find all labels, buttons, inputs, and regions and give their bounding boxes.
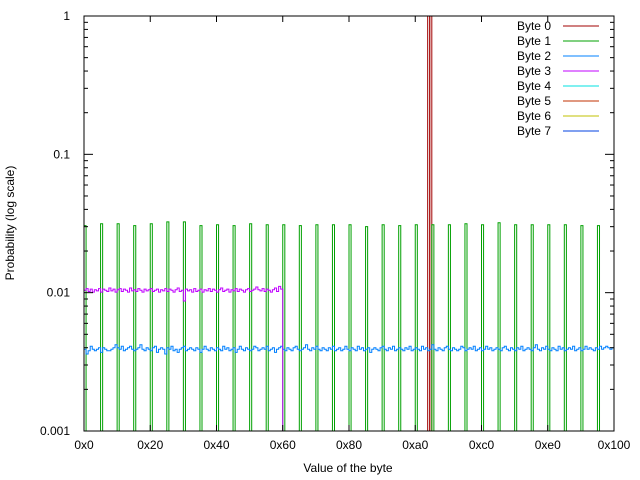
series-byte-1-spike	[100, 223, 104, 431]
x-tick-label: 0x100	[598, 438, 631, 452]
series-byte-1-spike	[265, 224, 269, 431]
series-byte-1-spike	[596, 225, 601, 431]
series-byte-1-spike	[315, 224, 319, 431]
legend-label: Byte 0	[517, 19, 551, 33]
y-tick-label: 0.1	[53, 147, 70, 161]
series-byte-2-line	[84, 344, 614, 355]
x-tick-label: 0x40	[203, 438, 229, 452]
series-byte-1-spike	[232, 225, 236, 431]
axis-ticks: 0x0 0x20 0x40 0x60 0x80 0xa0 0xc0 0xe0 0x100 0.00…	[40, 9, 631, 452]
y-tick-label: 0.01	[47, 286, 71, 300]
series-byte-1-spike	[182, 221, 186, 431]
legend-label: Byte 2	[517, 49, 551, 63]
series-byte-1-spike	[149, 223, 153, 431]
x-tick-label: 0x80	[336, 438, 362, 452]
series-byte-1-spike	[216, 224, 220, 431]
series-byte-1-spike	[133, 225, 137, 431]
x-axis-label: Value of the byte	[303, 461, 393, 475]
series-byte-1-spike	[431, 224, 435, 431]
x-tick-label: 0x20	[137, 438, 163, 452]
series-byte-1-spike	[249, 223, 253, 431]
series-byte-1-spike	[447, 224, 451, 431]
legend-label: Byte 4	[517, 79, 551, 93]
series-byte-1-spike	[547, 224, 551, 431]
legend-label: Byte 1	[517, 34, 551, 48]
series-byte-1-spike	[580, 225, 584, 431]
series-byte-1-spike	[464, 223, 468, 431]
series-byte-1-spike	[381, 224, 385, 431]
series-byte-1-spike	[298, 225, 302, 431]
y-axis-label: Probability (log scale)	[3, 166, 17, 281]
x-tick-label: 0x0	[74, 438, 94, 452]
y-tick-label: 1	[63, 9, 70, 23]
series-byte-1-spike	[530, 224, 534, 431]
series-byte-1-spike	[497, 222, 501, 431]
series-byte-1-spike	[348, 224, 352, 431]
series-byte-1-spike	[514, 224, 518, 431]
series-byte-1-spike	[481, 224, 485, 431]
series-byte-1-spike	[398, 225, 402, 431]
legend-label: Byte 3	[517, 64, 551, 78]
legend-label: Byte 6	[517, 109, 551, 123]
y-tick-label: 0.001	[40, 424, 70, 438]
x-tick-label: 0xe0	[535, 438, 561, 452]
x-tick-label: 0x60	[270, 438, 296, 452]
legend-label: Byte 5	[517, 94, 551, 108]
series-byte-1-spike	[199, 225, 203, 431]
series-byte-1-spike	[365, 226, 369, 431]
series-byte-1-spike	[331, 224, 336, 431]
series-byte-3-line	[84, 285, 284, 431]
series-byte-1-spike	[563, 224, 567, 431]
series-byte-1-spike	[116, 223, 120, 431]
legend-label: Byte 7	[517, 124, 551, 138]
x-tick-label: 0xc0	[469, 438, 495, 452]
x-tick-label: 0xa0	[402, 438, 428, 452]
series-byte-1-spike	[414, 224, 418, 431]
series-byte-1-spike	[166, 221, 170, 431]
